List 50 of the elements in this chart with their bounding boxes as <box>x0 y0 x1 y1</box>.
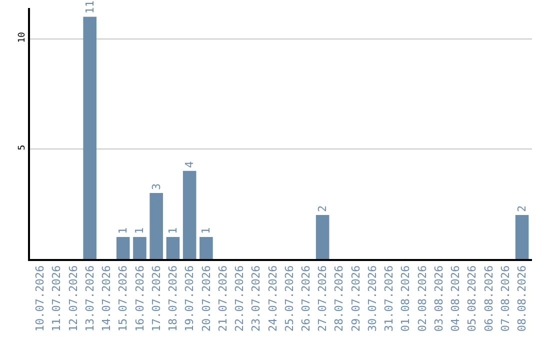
y-tick-label: 5 <box>17 144 28 150</box>
x-tick-label: 28.07.2026 <box>332 265 346 332</box>
x-tick-label: 13.07.2026 <box>83 265 96 332</box>
x-tick-label: 30.07.2026 <box>366 265 379 332</box>
x-tick-label: 05.08.2026 <box>466 265 479 332</box>
x-tick-label: 08.08.2026 <box>516 265 529 332</box>
x-tick-label: 02.08.2026 <box>416 265 429 332</box>
bar <box>166 236 180 259</box>
x-tick-label: 10.07.2026 <box>34 265 47 332</box>
x-tick-label: 25.07.2026 <box>282 265 296 332</box>
data-label: 3 <box>150 183 163 190</box>
x-tick-label: 03.08.2026 <box>432 265 446 332</box>
x-tick-label: 15.07.2026 <box>116 265 130 332</box>
x-tick-label: 19.07.2026 <box>183 265 196 332</box>
x-tick-label: 20.07.2026 <box>200 265 213 332</box>
data-label: 4 <box>183 160 196 168</box>
data-label: 11 <box>83 0 96 14</box>
data-label: 1 <box>116 227 130 234</box>
bar <box>116 236 130 259</box>
data-label: 1 <box>200 227 213 234</box>
x-tick-label: 21.07.2026 <box>216 265 230 332</box>
x-tick-label: 01.08.2026 <box>399 265 412 332</box>
x-tick-label: 04.08.2026 <box>449 265 462 332</box>
x-tick-label: 27.07.2026 <box>316 265 330 332</box>
y-tick-label: 10 <box>17 32 28 43</box>
bar <box>200 236 213 259</box>
x-tick-label: 29.07.2026 <box>349 265 362 332</box>
x-tick-label: 17.07.2026 <box>150 265 163 332</box>
bar <box>182 170 196 259</box>
x-tick-label: 16.07.2026 <box>133 265 146 332</box>
data-label: 2 <box>316 205 330 212</box>
x-tick-label: 31.07.2026 <box>382 265 396 332</box>
x-tick-label: 07.08.2026 <box>498 265 512 332</box>
bar <box>316 214 330 259</box>
data-label: 1 <box>133 227 146 234</box>
x-tick-label: 12.07.2026 <box>66 265 80 332</box>
x-tick-label: 18.07.2026 <box>166 265 180 332</box>
data-label: 2 <box>516 205 529 212</box>
x-tick-label: 22.07.2026 <box>233 265 246 332</box>
x-tick-label: 14.07.2026 <box>100 265 114 332</box>
x-tick-label: 26.07.2026 <box>300 265 313 332</box>
bar <box>83 16 96 259</box>
bar <box>515 214 529 259</box>
bar <box>133 236 146 259</box>
x-tick-label: 24.07.2026 <box>266 265 280 332</box>
data-label: 1 <box>166 227 180 234</box>
bar <box>150 192 163 259</box>
x-tick-label: 11.07.2026 <box>50 265 64 332</box>
x-tick-label: 23.07.2026 <box>250 265 263 332</box>
x-tick-label: 06.08.2026 <box>482 265 496 332</box>
